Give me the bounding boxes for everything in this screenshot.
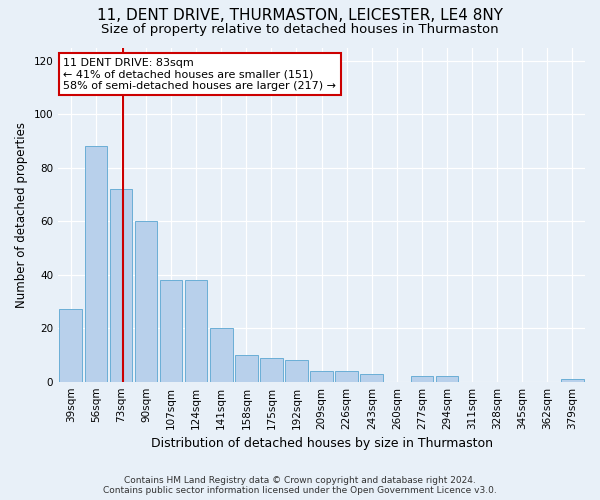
- Y-axis label: Number of detached properties: Number of detached properties: [15, 122, 28, 308]
- Bar: [210, 328, 233, 382]
- Bar: [285, 360, 308, 382]
- Bar: [85, 146, 107, 382]
- Bar: [160, 280, 182, 382]
- Text: 11 DENT DRIVE: 83sqm
← 41% of detached houses are smaller (151)
58% of semi-deta: 11 DENT DRIVE: 83sqm ← 41% of detached h…: [64, 58, 337, 90]
- Bar: [410, 376, 433, 382]
- Bar: [310, 371, 333, 382]
- Bar: [110, 189, 132, 382]
- Bar: [59, 310, 82, 382]
- Bar: [185, 280, 208, 382]
- Text: Size of property relative to detached houses in Thurmaston: Size of property relative to detached ho…: [101, 22, 499, 36]
- Bar: [361, 374, 383, 382]
- Bar: [134, 222, 157, 382]
- Bar: [561, 379, 584, 382]
- X-axis label: Distribution of detached houses by size in Thurmaston: Distribution of detached houses by size …: [151, 437, 493, 450]
- Text: 11, DENT DRIVE, THURMASTON, LEICESTER, LE4 8NY: 11, DENT DRIVE, THURMASTON, LEICESTER, L…: [97, 8, 503, 22]
- Bar: [260, 358, 283, 382]
- Bar: [335, 371, 358, 382]
- Text: Contains HM Land Registry data © Crown copyright and database right 2024.
Contai: Contains HM Land Registry data © Crown c…: [103, 476, 497, 495]
- Bar: [436, 376, 458, 382]
- Bar: [235, 355, 257, 382]
